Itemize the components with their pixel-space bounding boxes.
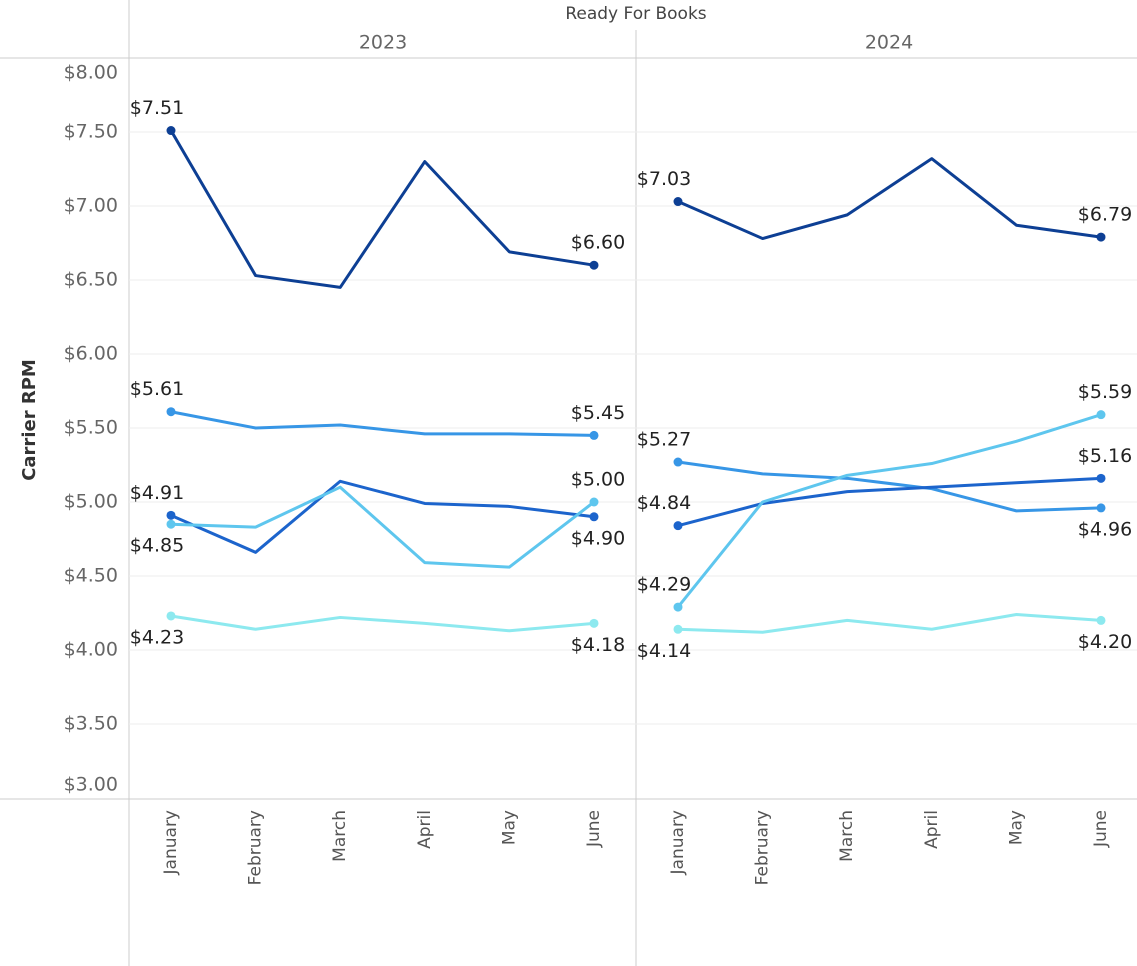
x-tick-label: January xyxy=(668,810,688,875)
y-tick-label: $7.00 xyxy=(64,195,118,217)
series-line xyxy=(170,479,595,554)
x-tick-label: January xyxy=(161,810,181,875)
x-tick-label: March xyxy=(330,810,350,862)
data-point xyxy=(166,126,176,136)
data-point xyxy=(589,618,599,628)
data-label: $4.23 xyxy=(130,626,184,648)
data-label: $4.14 xyxy=(637,640,691,662)
y-tick-label: $5.50 xyxy=(64,417,118,439)
series-line xyxy=(676,413,1102,609)
data-label: $6.60 xyxy=(571,232,625,254)
series-line xyxy=(677,476,1102,528)
y-tick-label: $4.50 xyxy=(64,565,118,587)
data-label: $4.85 xyxy=(130,535,184,557)
data-label: $4.91 xyxy=(130,482,184,504)
y-axis-label: Carrier RPM xyxy=(19,359,40,481)
data-point xyxy=(673,521,683,531)
chart-title: Ready For Books xyxy=(565,4,706,24)
data-label: $4.20 xyxy=(1078,631,1132,653)
data-point xyxy=(673,624,683,634)
data-point xyxy=(1096,232,1106,242)
y-tick-label: $8.00 xyxy=(64,62,118,84)
panel-title: 2023 xyxy=(359,32,407,54)
data-label: $4.29 xyxy=(637,574,691,596)
x-tick-label: June xyxy=(1091,810,1111,848)
data-point xyxy=(589,512,599,522)
panel-title: 2024 xyxy=(865,32,913,54)
data-label: $5.27 xyxy=(637,429,691,451)
data-label: $5.45 xyxy=(571,402,625,424)
data-label: $5.61 xyxy=(130,378,184,400)
x-tick-label: February xyxy=(753,810,773,885)
series-line xyxy=(677,157,1102,241)
data-point xyxy=(1096,503,1106,513)
y-tick-label: $4.00 xyxy=(64,639,118,661)
data-label: $5.16 xyxy=(1078,445,1132,467)
y-tick-label: $7.50 xyxy=(64,121,118,143)
data-label: $4.90 xyxy=(571,527,625,549)
data-point xyxy=(589,430,599,440)
data-point xyxy=(673,197,683,207)
x-tick-label: June xyxy=(584,810,604,848)
series-line xyxy=(170,485,595,569)
series-line xyxy=(677,612,1102,634)
y-tick-label: $3.50 xyxy=(64,713,118,735)
x-tick-label: February xyxy=(246,810,266,885)
y-tick-label: $6.00 xyxy=(64,343,118,365)
data-point xyxy=(1096,410,1106,420)
x-tick-label: April xyxy=(415,810,435,849)
data-label: $4.84 xyxy=(637,492,691,514)
data-point xyxy=(673,457,683,467)
data-label: $7.51 xyxy=(130,97,184,119)
data-point xyxy=(589,260,599,270)
data-label: $4.18 xyxy=(571,634,625,656)
series-line xyxy=(169,129,595,289)
x-tick-label: April xyxy=(922,810,942,849)
data-point xyxy=(166,510,176,520)
data-label: $5.59 xyxy=(1078,381,1132,403)
data-point xyxy=(589,497,599,507)
x-tick-label: May xyxy=(1006,810,1026,845)
data-label: $7.03 xyxy=(637,168,691,190)
data-label: $6.79 xyxy=(1078,204,1132,226)
series-line xyxy=(170,614,595,633)
y-tick-label: $5.00 xyxy=(64,491,118,513)
data-point xyxy=(166,611,176,621)
series-line xyxy=(170,410,595,437)
y-tick-label: $3.00 xyxy=(64,774,118,796)
data-point xyxy=(1096,473,1106,483)
series-line xyxy=(677,460,1102,513)
x-tick-label: March xyxy=(837,810,857,862)
data-point xyxy=(166,519,176,529)
data-label: $5.00 xyxy=(571,469,625,491)
data-point xyxy=(166,407,176,417)
x-tick-label: May xyxy=(499,810,519,845)
data-point xyxy=(673,602,683,612)
y-tick-label: $6.50 xyxy=(64,269,118,291)
data-label: $4.96 xyxy=(1078,518,1132,540)
data-point xyxy=(1096,615,1106,625)
